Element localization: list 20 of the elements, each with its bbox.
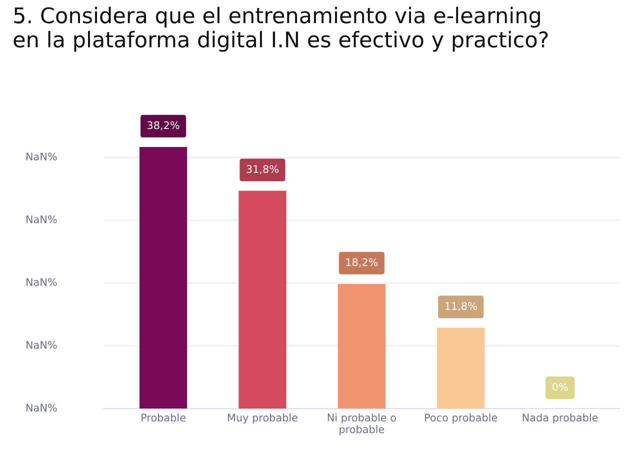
data-label: 11,8%: [445, 302, 477, 312]
x-tick-label: Nada probable: [522, 413, 598, 424]
x-tick-label: Probable: [142, 413, 186, 422]
text: NaN%: [26, 340, 57, 349]
x-tick-label: Ni probable o probable: [328, 413, 396, 436]
bar: [338, 284, 386, 409]
bar: [139, 146, 188, 409]
data-label: 31,8%: [246, 165, 278, 174]
bar: [437, 328, 485, 409]
text: NaN%: [26, 278, 57, 286]
x-tick-label: Poco probable: [425, 413, 498, 424]
text: NaN%: [26, 404, 57, 412]
text: NaN%: [26, 215, 57, 224]
text: NaN%: [26, 152, 57, 160]
chart-title: 5. Considera que el entrenamiento via e-learning en la plataforma digital I.N es efectivo y practico?: [14, 6, 548, 52]
data-label: 0%: [552, 382, 568, 391]
data-label: 38,2%: [148, 121, 180, 130]
bar: [238, 190, 286, 409]
data-label: 18,2%: [346, 258, 378, 268]
x-tick-label: Muy probable: [228, 413, 298, 424]
